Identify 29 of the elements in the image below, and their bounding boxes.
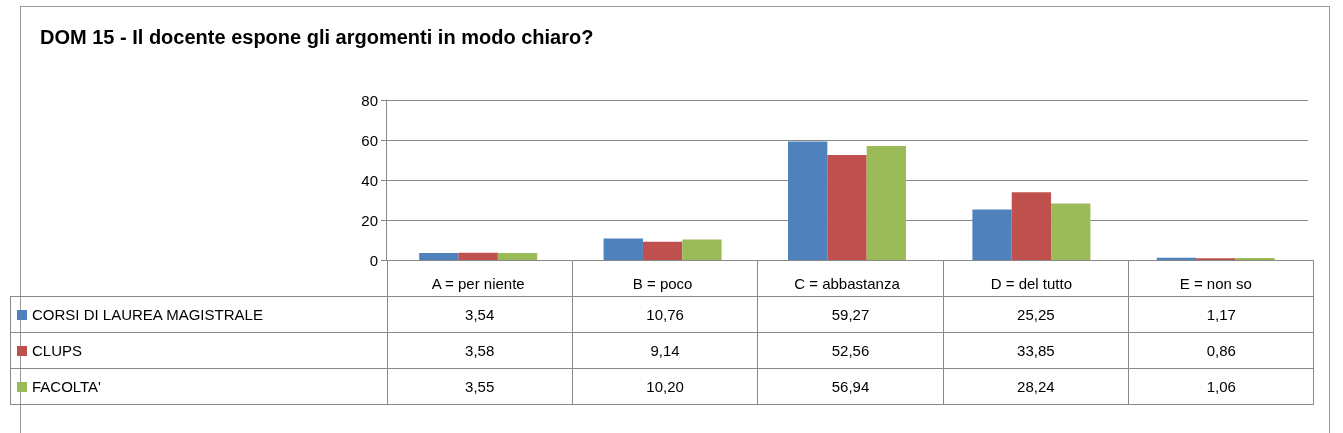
y-tick-label: 40: [361, 171, 378, 189]
data-label: 52,56: [757, 332, 944, 369]
data-label: 28,24: [943, 368, 1129, 405]
y-tick-label: 80: [361, 91, 378, 109]
x-tick-label: A = per niente: [431, 275, 525, 292]
legend-label: FACOLTA': [10, 368, 387, 405]
data-label: 9,14: [572, 332, 758, 369]
y-tick-label: 20: [361, 211, 378, 229]
y-tick-label: 0: [369, 251, 378, 269]
data-label: 59,27: [757, 296, 944, 333]
data-label: 33,85: [943, 332, 1129, 369]
data-label: 3,55: [387, 368, 573, 405]
y-tick-label: 60: [361, 131, 378, 149]
legend-label: CORSI DI LAUREA MAGISTRALE: [10, 296, 387, 333]
legend-label: CLUPS: [10, 332, 387, 369]
data-label: 1,17: [1128, 296, 1314, 333]
chart-title: DOM 15 - Il docente espone gli argomenti in modo chiaro?: [40, 26, 594, 49]
x-tick-label: C = abbastanza: [794, 275, 901, 292]
data-label: 3,58: [387, 332, 573, 369]
x-tick-label: B = poco: [632, 275, 693, 292]
x-tick-label: E = non so: [1179, 275, 1252, 292]
data-label: 25,25: [943, 296, 1129, 333]
data-label: 0,86: [1128, 332, 1314, 369]
data-label: 10,20: [572, 368, 758, 405]
data-label: 1,06: [1128, 368, 1314, 405]
data-label: 56,94: [757, 368, 944, 405]
data-label: 3,54: [387, 296, 573, 333]
x-tick-label: D = del tutto: [990, 275, 1073, 292]
data-label: 10,76: [572, 296, 758, 333]
